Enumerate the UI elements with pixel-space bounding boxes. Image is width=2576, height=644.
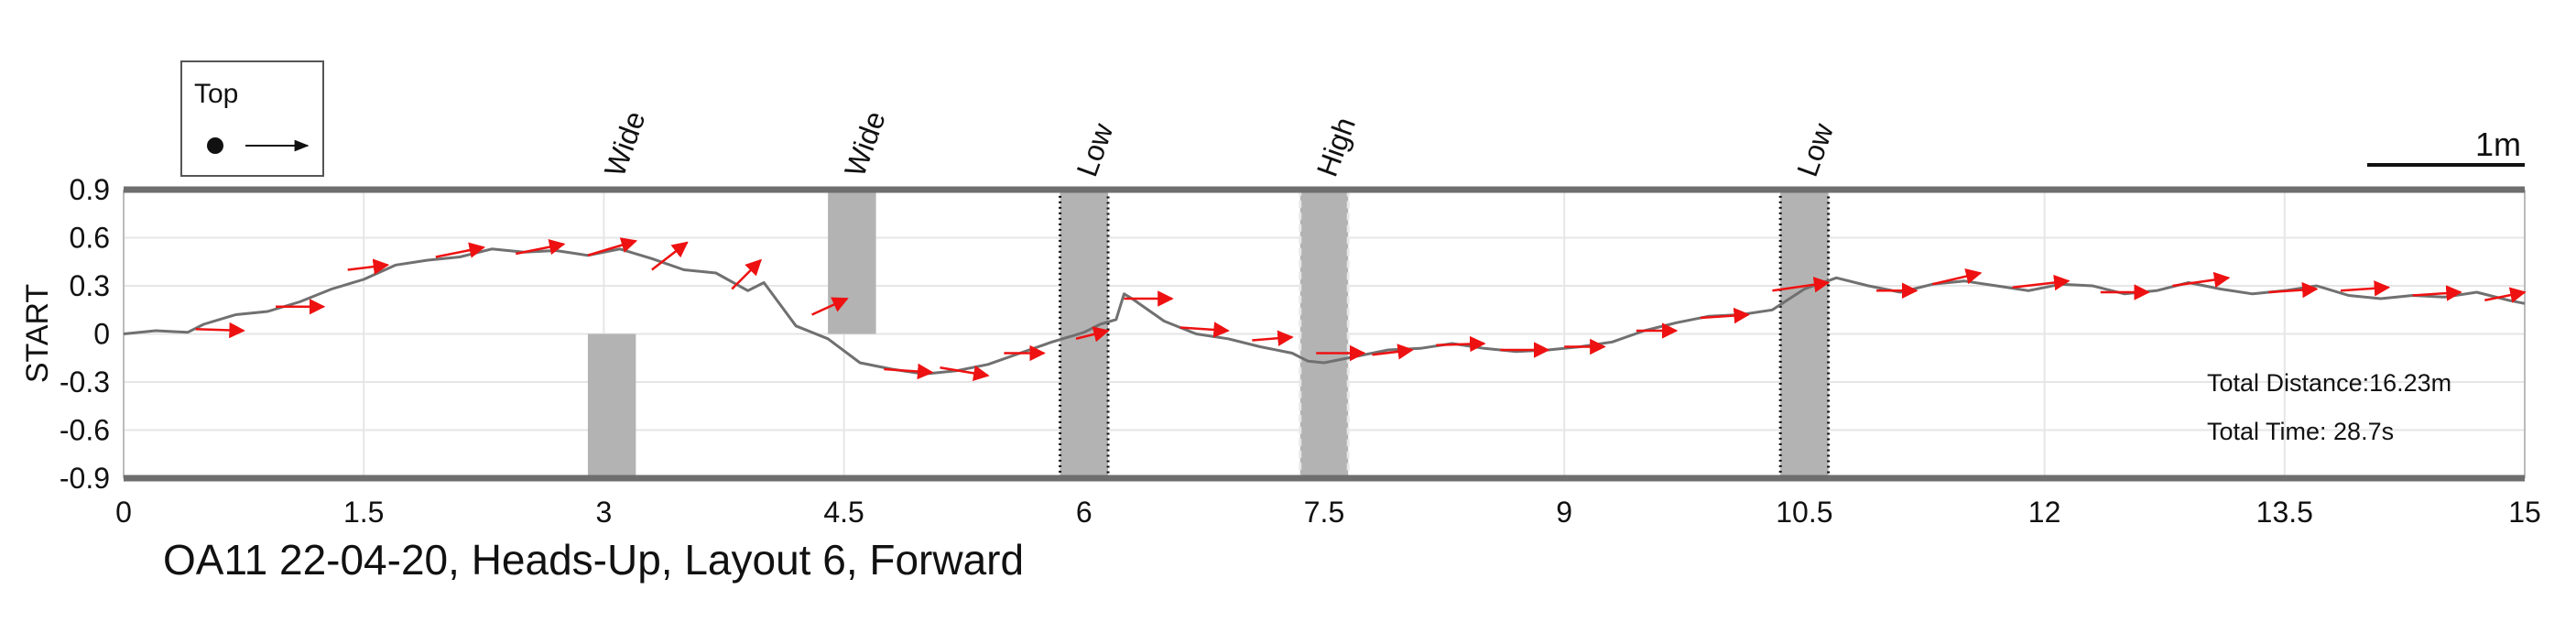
obstacle-2 — [828, 190, 876, 334]
heading-arrow — [516, 239, 566, 256]
heading-arrow — [2172, 271, 2231, 289]
x-tick-label: 3 — [596, 496, 613, 529]
heading-arrow — [731, 258, 762, 290]
heading-arrow — [2340, 280, 2391, 297]
legend-title: Top — [194, 79, 238, 109]
heading-arrow — [1772, 277, 1831, 293]
x-tick-label: 9 — [1556, 496, 1572, 529]
obstacles — [587, 188, 1831, 480]
heading-arrow — [587, 237, 638, 257]
x-tick-label: 12 — [2028, 496, 2061, 529]
legend-dot-icon — [207, 137, 223, 154]
heading-arrow — [651, 241, 689, 271]
heading-arrow — [435, 242, 486, 258]
x-tick-label: 6 — [1076, 496, 1092, 529]
x-tick-label: 0 — [115, 496, 132, 529]
obstacle-3 — [1059, 188, 1110, 480]
obstacle-1 — [587, 333, 636, 478]
x-tick-label: 10.5 — [1776, 496, 1832, 529]
obstacle-labels: Wide Wide Low High Low — [598, 107, 1840, 181]
obstacle-label-1: Wide — [598, 107, 652, 181]
heading-arrow — [347, 258, 390, 275]
legend: Top — [180, 60, 324, 177]
obstacle-label-2: Wide — [838, 107, 892, 181]
scale-bar-label: 1m — [2475, 126, 2521, 163]
chart-caption: OA11 22-04-20, Heads-Up, Layout 6, Forwa… — [163, 536, 1024, 584]
x-tick-label: 1.5 — [343, 496, 384, 529]
y-axis-ticks: 0.9 0.6 0.3 0 -0.3 -0.6 -0.9 — [60, 173, 110, 495]
heading-arrow — [1700, 307, 1750, 324]
x-tick-label: 13.5 — [2256, 496, 2313, 529]
y-tick-label: 0.3 — [70, 269, 110, 302]
obstacle-4 — [1299, 188, 1350, 480]
heading-arrow — [1075, 326, 1110, 343]
obstacle-label-5: Low — [1790, 118, 1840, 180]
heading-arrow — [1436, 335, 1486, 353]
y-tick-label: 0.6 — [70, 222, 110, 255]
y-tick-label: 0 — [93, 318, 110, 351]
y-axis-label: START — [20, 284, 55, 383]
heading-arrow — [940, 365, 990, 382]
x-tick-label: 4.5 — [823, 496, 864, 529]
x-tick-label: 7.5 — [1304, 496, 1344, 529]
heading-arrow — [1372, 344, 1414, 360]
heading-arrow — [2268, 281, 2319, 299]
legend-box — [180, 60, 324, 177]
x-axis-ticks: 0 1.5 3 4.5 6 7.5 9 10.5 12 13.5 15 — [115, 496, 2541, 529]
total-distance: Total Distance:16.23m — [2207, 369, 2451, 397]
heading-arrow — [811, 297, 849, 316]
y-tick-label: 0.9 — [70, 173, 110, 206]
heading-arrow — [1179, 322, 1230, 338]
heading-arrow — [1931, 268, 1983, 286]
scale-bar: 1m — [2367, 126, 2525, 167]
x-tick-label: 15 — [2508, 496, 2541, 529]
heading-arrows — [195, 237, 2527, 382]
heading-arrow — [884, 363, 934, 380]
boundaries — [124, 186, 2525, 482]
heading-arrow — [2012, 274, 2071, 291]
obstacle-label-4: High — [1310, 113, 1362, 180]
obstacle-5 — [1778, 188, 1831, 480]
y-tick-label: -0.6 — [60, 414, 110, 447]
heading-arrow — [2484, 287, 2527, 303]
total-time: Total Time: 28.7s — [2207, 418, 2394, 445]
y-tick-label: -0.9 — [60, 462, 110, 495]
y-tick-label: -0.3 — [60, 366, 110, 398]
heading-arrow — [195, 322, 245, 339]
heading-arrow — [1252, 330, 1294, 346]
heading-arrow — [2412, 285, 2462, 301]
obstacle-label-3: Low — [1071, 118, 1120, 180]
